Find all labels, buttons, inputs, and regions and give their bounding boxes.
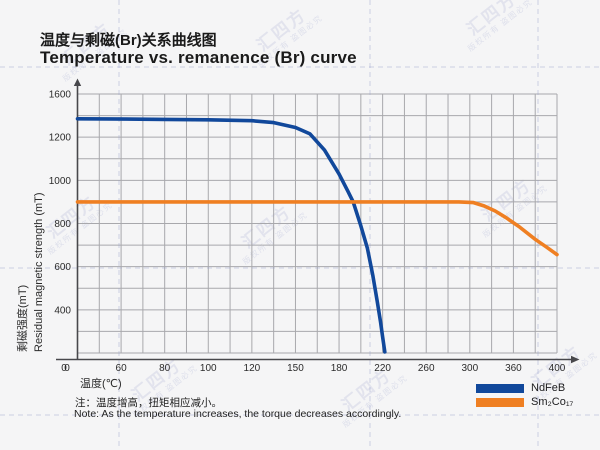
legend-item-sm2co17: Sm₂Co₁₇: [476, 396, 573, 410]
x-tick-label: 220: [374, 363, 391, 374]
y-tick-label: 1200: [49, 133, 72, 144]
x-tick-label: 80: [159, 363, 171, 374]
x-tick-label: 150: [287, 363, 304, 374]
x-tick-label: 360: [505, 363, 522, 374]
sm2co17-label: Sm₂Co₁₇: [531, 395, 574, 408]
y-tick-label: 1000: [49, 176, 72, 187]
x-axis-arrow-icon: [571, 355, 580, 364]
y-tick-label: 600: [54, 262, 71, 273]
sm2co17-color-swatch: [476, 397, 524, 407]
legend: NdFeB Sm₂Co₁₇: [476, 382, 573, 409]
x-tick-label: 180: [331, 363, 348, 374]
y-tick-label: 800: [54, 219, 71, 230]
x-tick-label: 300: [461, 363, 478, 374]
x-tick-label: 400: [549, 363, 566, 374]
x-tick-label: 60: [116, 363, 128, 374]
legend-item-ndfeb: NdFeB: [476, 382, 573, 396]
ndfeb-label: NdFeB: [531, 382, 566, 394]
x-tick-label: 260: [418, 363, 435, 374]
y-axis-arrow-icon: [73, 78, 82, 86]
sm2co17-curve: [75, 200, 559, 257]
y-tick-label: 400: [54, 305, 71, 316]
x-tick-label: 100: [200, 363, 217, 374]
ndfeb-curve: [75, 117, 387, 354]
y-tick-label: 1600: [49, 90, 72, 101]
origin-tick-label: 0: [61, 363, 67, 374]
x-tick-label: 0: [64, 363, 70, 374]
ndfeb-color-swatch: [476, 384, 524, 394]
x-tick-label: 120: [244, 363, 261, 374]
